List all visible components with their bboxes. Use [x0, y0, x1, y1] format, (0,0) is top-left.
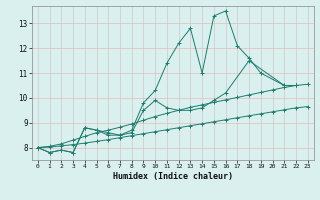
X-axis label: Humidex (Indice chaleur): Humidex (Indice chaleur) — [113, 172, 233, 181]
